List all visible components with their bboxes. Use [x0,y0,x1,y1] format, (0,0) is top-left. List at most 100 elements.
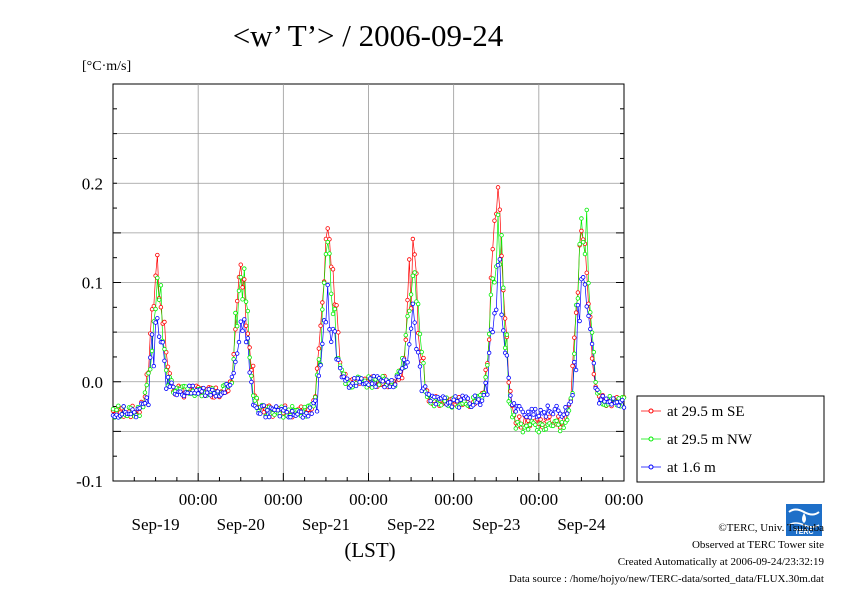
data-point [199,389,204,394]
data-point [174,392,180,398]
data-point [486,331,492,337]
data-point [456,405,462,410]
data-point [213,393,219,399]
data-point [155,275,160,281]
data-point [190,383,196,389]
data-point [417,364,423,369]
data-point [334,303,339,308]
data-point [577,318,582,324]
data-point [467,401,472,406]
data-point [158,304,164,310]
data-point [380,379,385,384]
data-point [472,393,478,398]
grid [113,84,624,481]
data-point [483,367,488,373]
data-point [570,363,575,369]
data-point [598,397,604,402]
data-point [314,409,320,414]
data-point [495,262,501,268]
data-point [261,403,267,408]
data-point [611,396,616,401]
data-point [288,414,293,420]
data-point [162,346,167,352]
data-point [314,366,320,371]
data-point [543,414,549,419]
data-point [208,393,213,398]
data-point [233,327,238,332]
data-point [345,376,350,381]
data-point [575,302,581,308]
data-point [298,409,304,415]
data-point [366,382,371,387]
data-point [552,406,558,412]
data-point [235,323,240,329]
x-tick-time: 00:00 [605,490,644,509]
copyright-text: ©TERC, Univ. Tsukuba [718,522,824,534]
data-point [572,351,577,356]
data-point [400,366,405,371]
data-point [318,323,323,328]
data-point [146,371,151,376]
data-point [589,356,595,361]
data-point [525,409,531,415]
data-point [499,312,504,317]
data-point [337,365,343,371]
data-point [162,358,167,364]
data-point [352,376,357,381]
data-point [213,385,219,390]
data-point [582,251,588,257]
data-point [405,297,410,303]
data-point [442,395,447,401]
data-point [263,414,268,420]
data-point [238,262,243,267]
data-point [204,390,210,395]
data-point [398,369,403,374]
data-point [403,364,408,369]
data-point [210,387,215,393]
x-tick-date: Sep-24 [557,515,606,534]
data-point [318,363,323,368]
data-point [167,384,172,389]
data-point [529,406,534,412]
data-point [281,415,286,420]
data-point [478,402,483,408]
data-point [470,402,476,408]
data-point [369,381,375,386]
data-point [577,241,582,247]
data-point [518,421,524,427]
axis-ticks: -0.10.00.10.200:00Sep-1900:00Sep-2000:00… [76,83,644,534]
data-point [258,411,263,416]
data-point [545,403,550,408]
data-point [490,246,495,252]
data-point [540,422,545,427]
data-point [357,380,362,385]
data-point [181,393,187,399]
data-point [501,285,506,290]
data-point [403,332,408,338]
data-point [233,310,238,316]
data-point [243,323,249,328]
data-point [483,375,488,380]
svg-text:TERC: TERC [794,529,813,536]
data-point [465,396,471,401]
data-point [385,380,391,385]
data-point [525,427,531,432]
data-point [341,374,346,379]
data-point [580,239,586,245]
data-point [486,337,492,342]
data-point [313,394,318,400]
data-point [282,405,288,411]
data-point [119,412,125,417]
data-point [554,403,559,409]
data-point [254,395,259,401]
data-point [596,401,602,406]
data-point [332,306,337,312]
data-point [187,383,192,389]
data-point [156,297,162,302]
data-point [266,414,272,420]
data-point [506,380,511,385]
data-point [327,251,332,256]
data-point [417,331,423,337]
data-point [499,233,504,238]
